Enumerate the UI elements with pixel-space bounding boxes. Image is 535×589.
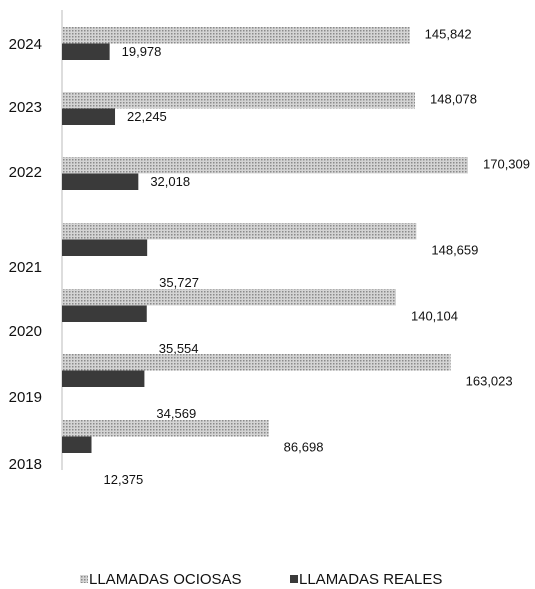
data-label: 32,018: [150, 174, 190, 189]
bar: [62, 108, 116, 125]
y-tick-label: 2019: [9, 389, 42, 406]
data-label: 35,554: [159, 341, 199, 356]
data-label: 163,023: [466, 374, 513, 389]
bar: [62, 289, 396, 306]
bar: [62, 239, 148, 256]
y-tick-label: 2018: [9, 456, 42, 473]
bar: [62, 223, 417, 240]
bar: [62, 436, 92, 453]
legend-label: LLAMADAS OCIOSAS: [89, 571, 242, 588]
data-label: 22,245: [127, 109, 167, 124]
bar: [62, 173, 139, 190]
data-label: 148,078: [430, 92, 477, 107]
y-tick-label: 2024: [9, 36, 42, 53]
legend-swatch: [290, 575, 298, 583]
bar: [62, 370, 145, 387]
bar: [62, 92, 416, 109]
data-label: 34,569: [156, 406, 196, 421]
y-tick-label: 2021: [9, 259, 42, 276]
data-label: 148,659: [431, 243, 478, 258]
y-tick-label: 2022: [9, 164, 42, 181]
legend-label: LLAMADAS REALES: [299, 571, 442, 588]
data-label: 170,309: [483, 157, 530, 172]
data-label: 35,727: [159, 275, 199, 290]
legend-swatch: [80, 575, 88, 583]
bar: [62, 157, 468, 174]
bar: [62, 27, 410, 44]
bar: [62, 43, 110, 60]
bar: [62, 420, 269, 437]
data-label: 19,978: [122, 44, 162, 59]
bar: [62, 305, 147, 322]
y-tick-label: 2020: [9, 323, 42, 340]
data-label: 86,698: [284, 440, 324, 455]
data-label: 145,842: [425, 27, 472, 42]
data-label: 140,104: [411, 309, 458, 324]
y-tick-label: 2023: [9, 99, 42, 116]
bar: [62, 354, 451, 371]
data-label: 12,375: [104, 472, 144, 487]
